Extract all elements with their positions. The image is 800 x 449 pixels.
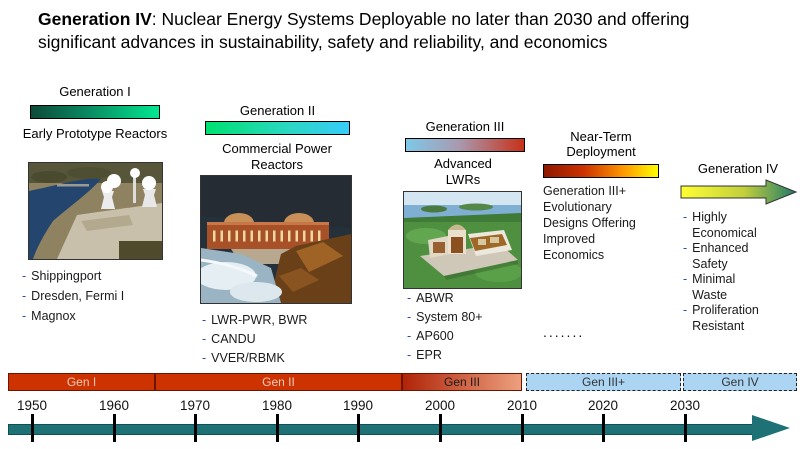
near-term-description: Generation III+ Evolutionary Designs Off… xyxy=(543,184,636,262)
axis-year-label: 1950 xyxy=(16,398,48,413)
bullet-dash: - xyxy=(22,289,27,303)
gen2-photo-coastal-plant xyxy=(200,175,352,304)
list-item: - EPR xyxy=(407,348,442,362)
gen1-photo-shippingport xyxy=(28,162,163,260)
bullet-dash: - xyxy=(683,241,688,255)
reactor-cutaway-image xyxy=(404,192,521,288)
list-item: - Dresden, Fermi I xyxy=(22,289,125,303)
gen3-illustration-reactor-cutaway xyxy=(403,191,522,289)
bullet-dash: - xyxy=(202,351,207,365)
bullet-dash: - xyxy=(22,269,27,283)
axis-year-label: 2020 xyxy=(587,398,619,413)
gen3-bullet-list: - ABWR - System 80+ - AP600 - EPR xyxy=(407,290,527,366)
timeline-segment-gen2: Gen II xyxy=(155,373,402,391)
bullet-dash: - xyxy=(22,309,27,323)
timeline-segment-gen4: Gen IV xyxy=(683,373,797,391)
bullet-dash: - xyxy=(683,272,688,286)
timeline-segment-gen3plus: Gen III+ xyxy=(526,373,681,391)
list-item: - Highly Economical xyxy=(683,210,757,240)
list-item: - AP600 xyxy=(407,329,454,343)
axis-tick-1990 xyxy=(357,414,360,442)
page-title: Generation IV: Nuclear Energy Systems De… xyxy=(38,8,764,54)
near-term-dotted-line: ....... xyxy=(543,324,585,340)
title-bold-part: Generation IV xyxy=(38,9,152,29)
timeline-axis-arrowhead-icon xyxy=(752,415,790,441)
timeline-segment-gen1: Gen I xyxy=(8,373,155,391)
bullet-dash: - xyxy=(202,332,207,346)
gen4-heading: Generation IV xyxy=(697,161,779,176)
timeline-segment-gen3: Gen III xyxy=(402,373,522,391)
axis-tick-2030 xyxy=(684,414,687,442)
gen2-gradient-bar xyxy=(205,121,350,135)
axis-year-label: 2010 xyxy=(506,398,538,413)
axis-tick-2000 xyxy=(439,414,442,442)
bullet-dash: - xyxy=(407,348,412,362)
gen3-heading: Generation III xyxy=(425,119,505,134)
list-item: - Shippingport xyxy=(22,269,102,283)
axis-tick-1950 xyxy=(31,414,34,442)
bullet-dash: - xyxy=(407,310,412,324)
bullet-dash: - xyxy=(683,303,688,317)
list-item: - System 80+ xyxy=(407,310,483,324)
list-item: - LWR-PWR, BWR xyxy=(202,313,308,327)
gen3-subtitle: Advanced LWRs xyxy=(434,156,492,187)
axis-tick-1970 xyxy=(194,414,197,442)
axis-year-label: 2000 xyxy=(424,398,456,413)
axis-year-label: 1960 xyxy=(98,398,130,413)
gen1-bullet-list: - Shippingport - Dresden, Fermi I - Magnox xyxy=(22,268,172,328)
axis-tick-2020 xyxy=(602,414,605,442)
gen4-bullet-list: - Highly Economical - Enhanced Safety - Min… xyxy=(683,210,787,334)
gen4-arrow xyxy=(680,179,798,210)
near-term-gradient-bar xyxy=(543,164,659,178)
axis-year-label: 1970 xyxy=(179,398,211,413)
list-item: - VVER/RBMK xyxy=(202,351,285,365)
axis-tick-2010 xyxy=(521,414,524,442)
bullet-dash: - xyxy=(202,313,207,327)
shippingport-aerial-image xyxy=(29,163,162,259)
gen2-heading: Generation II xyxy=(239,103,316,118)
list-item: - ABWR xyxy=(407,291,454,305)
gen1-gradient-bar xyxy=(30,105,160,119)
list-item: - Minimal Waste xyxy=(683,272,736,302)
bullet-dash: - xyxy=(683,210,688,224)
timeline-axis xyxy=(8,424,754,435)
gen3-gradient-bar xyxy=(405,138,525,152)
list-item: - CANDU xyxy=(202,332,256,346)
gen2-subtitle: Commercial Power Reactors xyxy=(222,141,332,172)
bullet-dash: - xyxy=(407,329,412,343)
axis-year-label: 2030 xyxy=(669,398,701,413)
gen1-subtitle: Early Prototype Reactors xyxy=(22,126,168,141)
gen4-gradient-arrow-icon xyxy=(680,179,798,205)
list-item: - Magnox xyxy=(22,309,76,323)
axis-year-label: 1990 xyxy=(342,398,374,413)
coastal-power-plant-image xyxy=(201,176,351,303)
bullet-dash: - xyxy=(407,291,412,305)
title-line2: significant advances in sustainability, … xyxy=(38,32,608,52)
list-item: - Proliferation Resistant xyxy=(683,303,759,333)
list-item: - Enhanced Safety xyxy=(683,241,749,271)
near-term-heading: Near-Term Deployment xyxy=(566,129,636,159)
axis-tick-1980 xyxy=(276,414,279,442)
axis-year-label: 1980 xyxy=(261,398,293,413)
axis-tick-1960 xyxy=(113,414,116,442)
gen1-heading: Generation I xyxy=(59,84,131,99)
title-line1: : Nuclear Energy Systems Deployable no l… xyxy=(151,9,690,29)
gen2-bullet-list: - LWR-PWR, BWR - CANDU - VVER/RBMK xyxy=(202,312,352,369)
